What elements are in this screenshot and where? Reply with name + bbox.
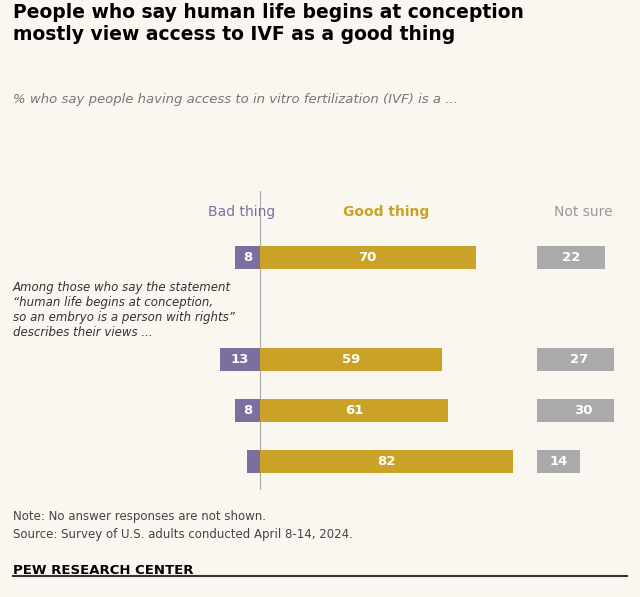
Bar: [538, 246, 605, 269]
Text: 61: 61: [345, 404, 363, 417]
Text: 14: 14: [550, 455, 568, 468]
Bar: [248, 450, 260, 473]
Text: 59: 59: [342, 353, 360, 366]
Bar: [235, 399, 260, 422]
Text: 70: 70: [358, 251, 377, 264]
Text: 8: 8: [243, 404, 252, 417]
Text: PEW RESEARCH CENTER: PEW RESEARCH CENTER: [13, 564, 193, 577]
Bar: [260, 450, 513, 473]
Text: % who say people having access to in vitro fertilization (IVF) is a ...: % who say people having access to in vit…: [13, 93, 458, 106]
Text: People who say human life begins at conception
mostly view access to IVF as a go: People who say human life begins at conc…: [13, 3, 524, 44]
Bar: [260, 348, 442, 371]
Bar: [538, 450, 580, 473]
Text: 30: 30: [574, 404, 593, 417]
Text: Good thing: Good thing: [343, 205, 429, 219]
Text: 82: 82: [377, 455, 396, 468]
Text: Among those who say the statement
“human life begins at conception,
so an embryo: Among those who say the statement “human…: [13, 281, 235, 338]
Bar: [538, 348, 621, 371]
Text: 27: 27: [570, 353, 588, 366]
Text: Source: Survey of U.S. adults conducted April 8-14, 2024.: Source: Survey of U.S. adults conducted …: [13, 528, 353, 541]
Text: 22: 22: [562, 251, 580, 264]
Text: Note: No answer responses are not shown.: Note: No answer responses are not shown.: [13, 510, 266, 524]
Text: Bad thing: Bad thing: [208, 205, 275, 219]
Bar: [260, 246, 476, 269]
Text: 8: 8: [243, 251, 252, 264]
Text: 13: 13: [230, 353, 249, 366]
Bar: [260, 399, 448, 422]
Bar: [538, 399, 630, 422]
Text: Not sure: Not sure: [554, 205, 613, 219]
Bar: [220, 348, 260, 371]
Bar: [235, 246, 260, 269]
